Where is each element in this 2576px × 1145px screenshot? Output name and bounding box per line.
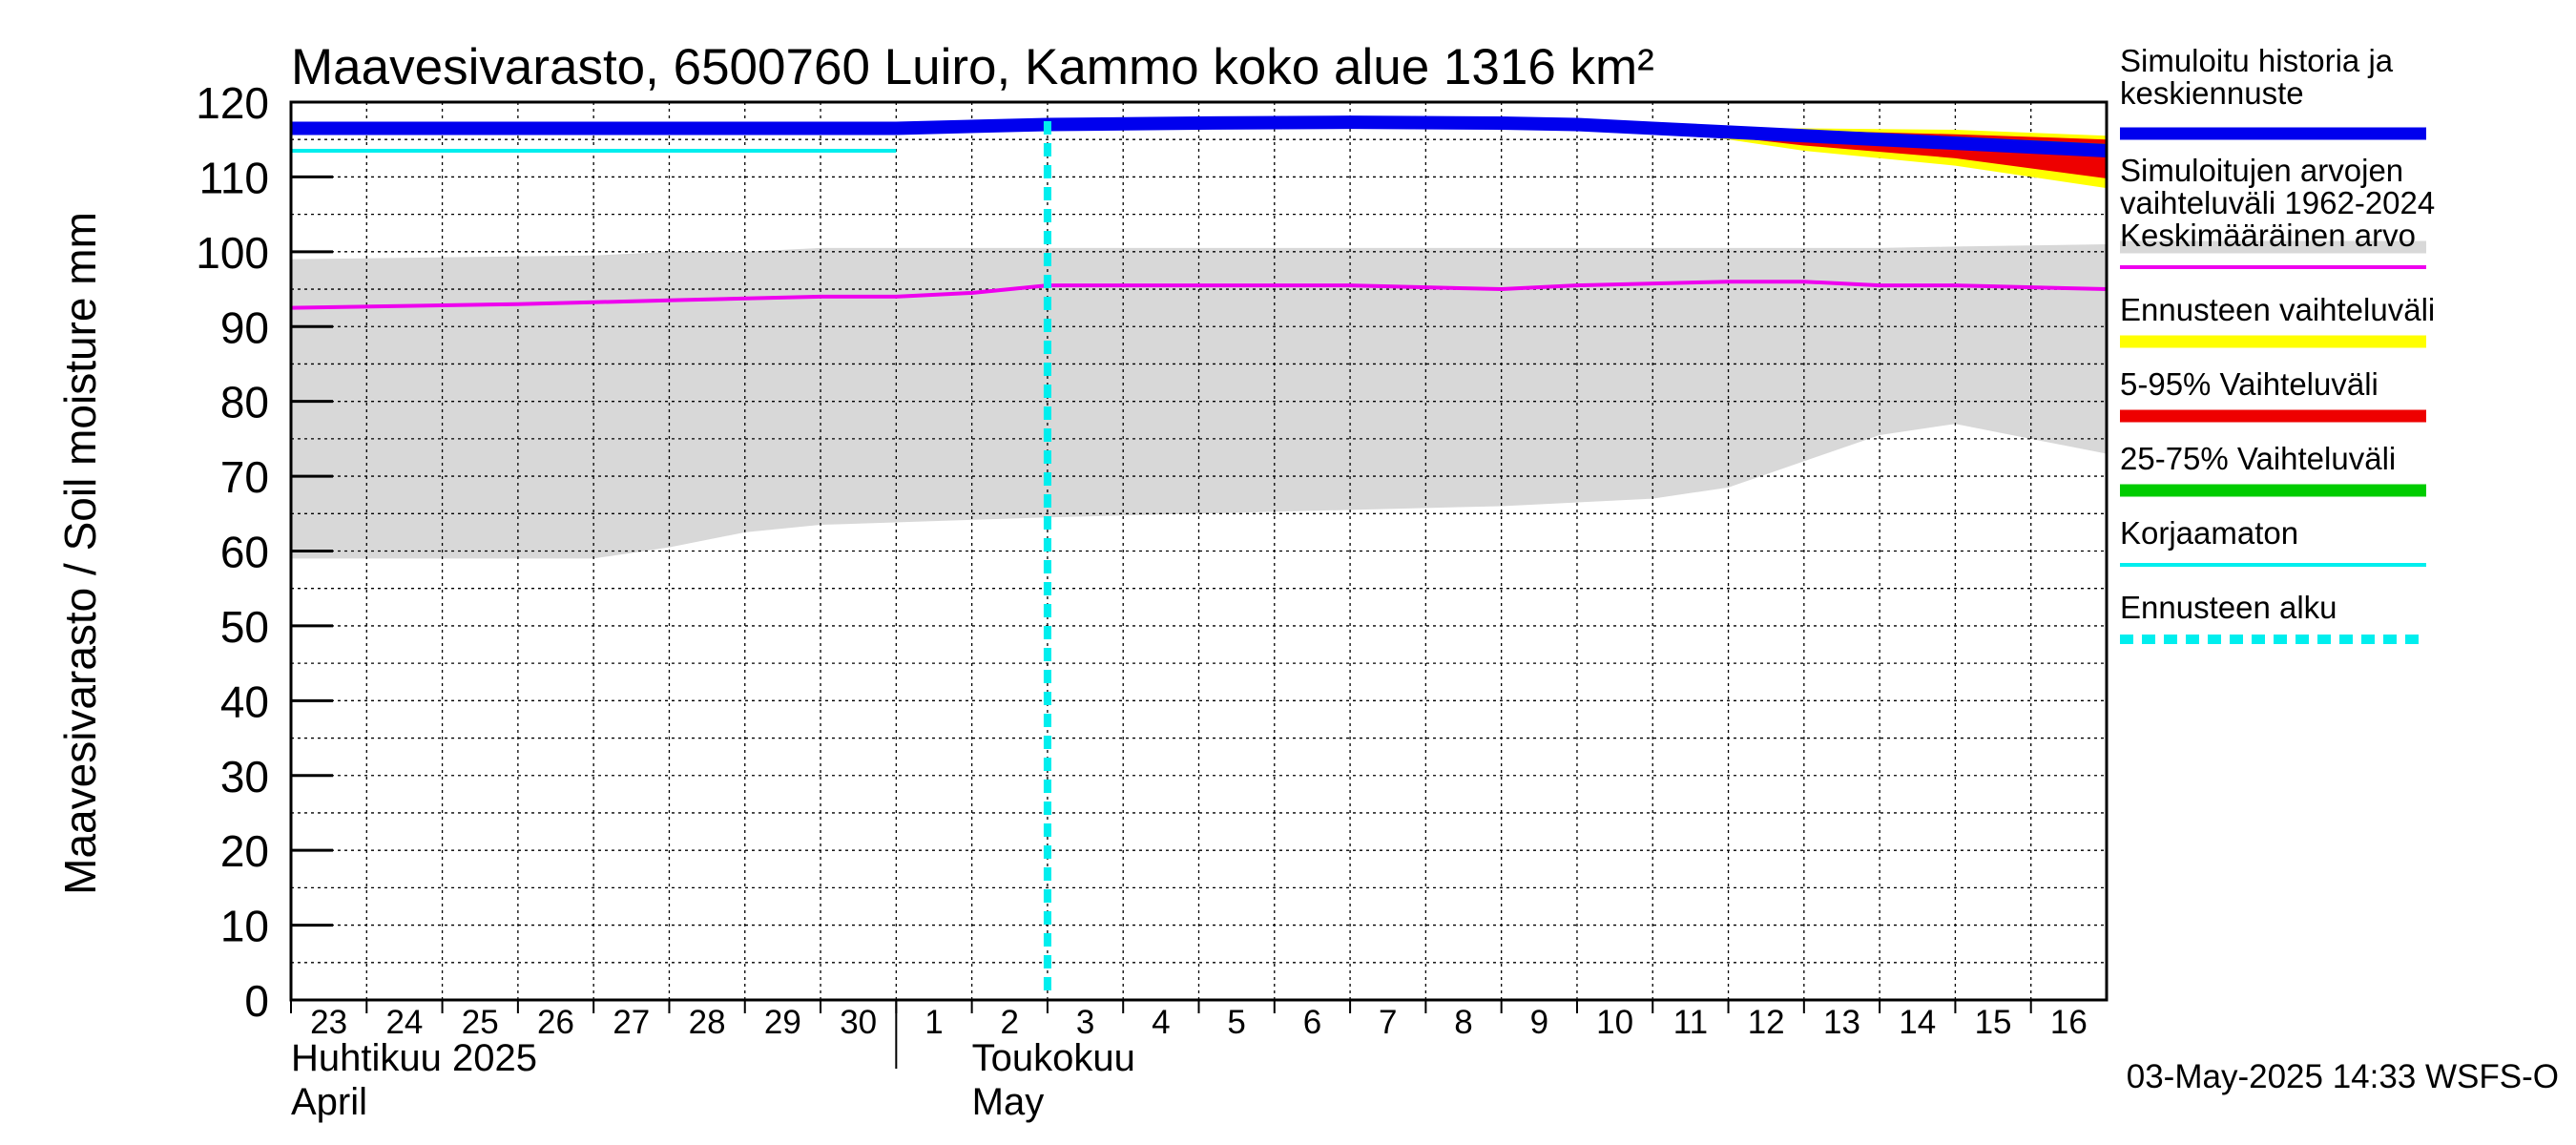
x-tick-label: 7 <box>1379 1004 1397 1041</box>
x-tick-label: 12 <box>1748 1004 1785 1041</box>
legend-label-mean: Keskimääräinen arvo <box>2120 218 2416 253</box>
x-tick-label: 16 <box>2050 1004 2088 1041</box>
x-tick-label: 11 <box>1673 1004 1708 1041</box>
x-tick-label: 13 <box>1823 1004 1860 1041</box>
x-axis: 23 24 25 26 27 28 29 30 1 2 3 4 5 6 7 8 9 10 11 12 13 14 15 16H… <box>290 1000 2088 1123</box>
chart-title: Maavesivarasto, 6500760 Luiro, Kammo kok… <box>291 39 1654 95</box>
x-tick-label: 25 <box>462 1004 499 1041</box>
series-lines <box>290 115 2108 1000</box>
grid-lines <box>291 102 2107 1000</box>
month-label-en: April <box>291 1081 367 1123</box>
x-tick-label: 1 <box>924 1004 943 1041</box>
y-tick-label: 40 <box>220 677 269 726</box>
mean-line <box>290 280 2108 310</box>
legend-label-uncorrected: Korjaamaton <box>2120 515 2298 551</box>
y-tick-label: 100 <box>196 228 269 278</box>
x-tick-label: 23 <box>310 1004 347 1041</box>
x-tick-label: 6 <box>1303 1004 1321 1041</box>
y-tick-label: 60 <box>220 528 269 577</box>
x-tick-label: 8 <box>1454 1004 1472 1041</box>
x-tick-label: 10 <box>1596 1004 1633 1041</box>
history-line <box>291 115 2108 157</box>
x-tick-label: 30 <box>840 1004 877 1041</box>
y-tick-label: 120 <box>196 78 269 128</box>
x-tick-label: 15 <box>1975 1004 2012 1041</box>
x-tick-label: 4 <box>1152 1004 1170 1041</box>
x-tick-label: 9 <box>1530 1004 1548 1041</box>
x-tick-label: 14 <box>1899 1004 1936 1041</box>
y-tick-label: 80 <box>220 378 269 427</box>
y-tick-label: 10 <box>220 902 269 951</box>
month-label-fi: Huhtikuu 2025 <box>291 1037 537 1079</box>
x-tick-label: 2 <box>1001 1004 1019 1041</box>
y-tick-label: 90 <box>220 302 269 352</box>
x-tick-label: 5 <box>1227 1004 1245 1041</box>
x-tick-label: 29 <box>764 1004 801 1041</box>
legend-label-forecast_range: Ennusteen vaihteluväli <box>2120 292 2435 327</box>
y-tick-label: 30 <box>220 752 269 802</box>
y-tick-label: 70 <box>220 452 269 502</box>
y-axis-label: Maavesivarasto / Soil moisture mm <box>55 212 105 895</box>
x-tick-label: 27 <box>613 1004 650 1041</box>
x-tick-label: 24 <box>385 1004 423 1041</box>
legend-label-p5_95: 5-95% Vaihteluväli <box>2120 366 2379 402</box>
x-tick-label: 28 <box>689 1004 726 1041</box>
legend-label-p25_75: 25-75% Vaihteluväli <box>2120 441 2396 476</box>
y-tick-label: 50 <box>220 602 269 652</box>
legend-label-history: keskiennuste <box>2120 75 2304 111</box>
y-axis: 0 10 20 30 40 50 60 70 80 90 100 110 120 <box>196 78 333 1026</box>
x-tick-label: 26 <box>537 1004 574 1041</box>
y-tick-label: 110 <box>199 153 269 202</box>
timestamp-footer: 03-May-2025 14:33 WSFS-O <box>2127 1058 2559 1095</box>
month-label-en: May <box>972 1081 1045 1123</box>
y-tick-label: 20 <box>220 826 269 876</box>
month-label-fi: Toukokuu <box>972 1037 1135 1079</box>
legend-label-forecast_start: Ennusteen alku <box>2120 590 2337 625</box>
legend-label-range: Simuloitujen arvojen <box>2120 153 2403 188</box>
x-tick-label: 3 <box>1076 1004 1094 1041</box>
legend-label-range: vaihteluväli 1962-2024 <box>2120 185 2435 220</box>
legend-label-history: Simuloitu historia ja <box>2120 43 2394 78</box>
y-tick-label: 0 <box>244 976 269 1026</box>
